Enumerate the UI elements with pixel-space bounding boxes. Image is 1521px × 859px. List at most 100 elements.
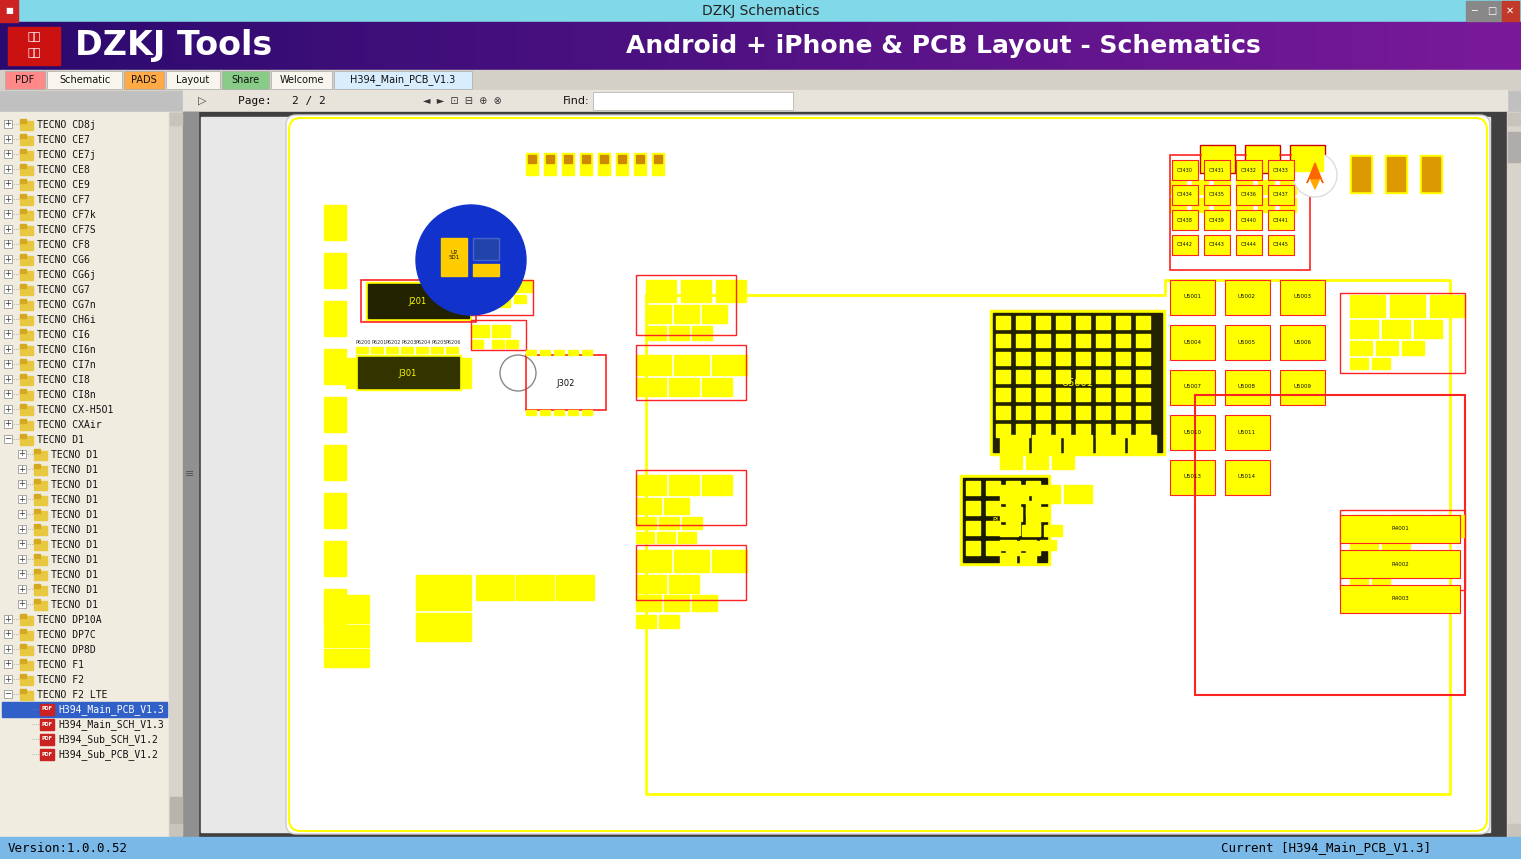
Bar xyxy=(304,22,307,70)
Bar xyxy=(1372,358,1390,369)
Bar xyxy=(528,22,532,70)
Bar xyxy=(228,22,233,70)
Bar xyxy=(201,117,1491,832)
Bar xyxy=(684,22,687,70)
Bar xyxy=(986,541,999,555)
Bar xyxy=(40,734,55,745)
Bar xyxy=(1116,316,1130,329)
Bar xyxy=(984,22,989,70)
Bar xyxy=(20,134,26,138)
Bar xyxy=(805,22,808,70)
Bar xyxy=(1357,22,1360,70)
Bar xyxy=(1068,22,1072,70)
Bar xyxy=(1124,22,1129,70)
Text: U2
5D1: U2 5D1 xyxy=(449,250,459,260)
Text: TECNO CI6n: TECNO CI6n xyxy=(37,345,96,355)
Text: +: + xyxy=(18,449,26,459)
Bar xyxy=(1272,22,1276,70)
Text: Version:1.0.0.52: Version:1.0.0.52 xyxy=(8,842,128,855)
Bar xyxy=(996,334,1010,347)
Bar xyxy=(444,22,449,70)
Bar xyxy=(1340,550,1460,578)
Bar xyxy=(1170,180,1186,194)
Bar xyxy=(1237,160,1262,180)
Text: +: + xyxy=(18,584,26,594)
Text: ■: ■ xyxy=(5,7,14,15)
Bar xyxy=(345,383,356,385)
Text: C3439: C3439 xyxy=(1209,217,1224,222)
Bar xyxy=(795,22,800,70)
Bar xyxy=(1281,22,1284,70)
Bar xyxy=(1036,406,1049,419)
Bar xyxy=(1033,485,1060,503)
Bar xyxy=(33,451,47,460)
Bar xyxy=(1351,295,1386,317)
Text: ▷: ▷ xyxy=(198,96,207,106)
Text: U5001: U5001 xyxy=(1183,295,1202,300)
Bar xyxy=(560,22,564,70)
Text: U5007: U5007 xyxy=(1183,385,1202,389)
Bar xyxy=(461,358,472,360)
Bar xyxy=(1313,22,1316,70)
Text: TECNO F2: TECNO F2 xyxy=(37,675,84,685)
Bar xyxy=(1180,22,1183,70)
Bar xyxy=(1436,22,1440,70)
Bar xyxy=(33,601,47,610)
Bar xyxy=(1232,22,1237,70)
Bar xyxy=(1097,424,1110,437)
Bar xyxy=(1173,22,1176,70)
Bar xyxy=(167,22,172,70)
Bar xyxy=(1040,22,1043,70)
Bar xyxy=(1480,22,1484,70)
Text: +: + xyxy=(5,314,12,324)
Bar xyxy=(430,347,443,353)
Bar xyxy=(472,280,488,292)
Bar xyxy=(707,22,712,70)
Bar xyxy=(1244,22,1249,70)
Text: +: + xyxy=(18,509,26,519)
Bar xyxy=(1075,424,1091,437)
Bar xyxy=(1097,22,1100,70)
Bar xyxy=(169,112,183,837)
Text: TECNO DP7C: TECNO DP7C xyxy=(37,630,96,640)
Bar xyxy=(324,493,345,528)
Bar xyxy=(935,22,940,70)
Bar xyxy=(1468,22,1472,70)
Bar xyxy=(636,575,666,593)
Bar xyxy=(18,570,26,578)
Bar xyxy=(820,22,824,70)
Bar xyxy=(712,22,716,70)
Bar xyxy=(1048,22,1053,70)
Bar xyxy=(1431,22,1436,70)
Text: TECNO D1: TECNO D1 xyxy=(52,480,97,490)
Bar xyxy=(12,22,17,70)
Bar xyxy=(20,419,26,423)
Bar xyxy=(1402,341,1424,355)
Bar xyxy=(1488,22,1492,70)
Bar xyxy=(1214,198,1230,212)
Bar xyxy=(33,509,40,513)
Text: ◄  ►  ⊡  ⊟  ⊕  ⊗: ◄ ► ⊡ ⊟ ⊕ ⊗ xyxy=(423,96,502,106)
Bar xyxy=(703,305,727,323)
Bar xyxy=(461,381,472,382)
Bar xyxy=(20,661,33,670)
Bar xyxy=(760,22,764,70)
Bar xyxy=(179,22,184,70)
Bar xyxy=(1300,22,1303,70)
Bar xyxy=(68,22,71,70)
Bar xyxy=(881,22,884,70)
Bar xyxy=(1237,210,1262,230)
Bar xyxy=(928,22,932,70)
Bar xyxy=(1484,1,1501,21)
Bar xyxy=(1065,435,1092,453)
Bar xyxy=(20,256,33,265)
Bar xyxy=(20,194,26,198)
Bar xyxy=(345,378,356,380)
Bar xyxy=(417,575,472,610)
Bar xyxy=(20,691,33,700)
Bar xyxy=(88,22,91,70)
Bar xyxy=(81,22,84,70)
Bar xyxy=(564,22,567,70)
Text: 东震: 东震 xyxy=(27,32,41,42)
Bar xyxy=(1075,370,1091,383)
